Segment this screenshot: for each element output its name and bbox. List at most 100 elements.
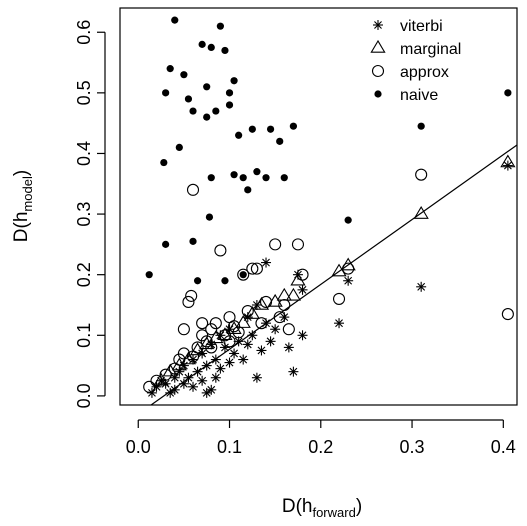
plot-frame xyxy=(119,7,518,406)
naive-point xyxy=(203,113,211,121)
approx-point xyxy=(255,317,268,330)
viterbi-point xyxy=(256,345,267,356)
naive-point xyxy=(145,271,153,279)
x-tick-label: 0.2 xyxy=(308,437,333,457)
viterbi-point xyxy=(192,366,203,377)
y-tick-label: 0.1 xyxy=(74,323,94,348)
marginal-point xyxy=(413,205,429,219)
approx-point xyxy=(159,368,172,381)
legend-label-viterbi: viterbi xyxy=(400,18,443,35)
naive-point xyxy=(244,186,252,194)
naive-point xyxy=(171,16,179,24)
approx-point xyxy=(291,238,305,251)
x-tick-label: 0.4 xyxy=(491,437,516,457)
naive-point xyxy=(212,107,220,115)
naive-point xyxy=(184,95,193,103)
approx-point xyxy=(332,292,346,305)
legend-marker-marginal xyxy=(370,39,386,53)
y-tick-label: 0.5 xyxy=(74,80,94,105)
viterbi-point xyxy=(210,354,221,365)
legend-label-approx: approx xyxy=(400,64,449,81)
naive-point xyxy=(276,137,284,145)
legend: viterbi marginal approx naive xyxy=(370,18,461,104)
approx-point xyxy=(237,268,250,281)
naive-point xyxy=(239,174,247,182)
viterbi-point xyxy=(238,354,249,365)
naive-point xyxy=(262,174,270,182)
x-tick-label: 0.1 xyxy=(217,437,242,457)
approx-point xyxy=(269,238,282,251)
viterbi-point xyxy=(197,375,208,386)
approx-point xyxy=(143,380,156,393)
naive-point xyxy=(344,216,352,224)
viterbi-point xyxy=(183,372,194,383)
legend-label-marginal: marginal xyxy=(400,41,461,58)
naive-point xyxy=(280,174,288,182)
naive-point xyxy=(207,43,215,51)
viterbi-point xyxy=(229,348,240,359)
approx-point xyxy=(186,350,200,363)
naive-point xyxy=(504,89,512,97)
marginal-point xyxy=(290,272,306,286)
approx-point xyxy=(205,323,218,336)
naive-point xyxy=(230,171,238,179)
approx-point xyxy=(250,262,263,275)
naive-point xyxy=(225,89,234,97)
naive-point xyxy=(175,143,183,152)
naive-point xyxy=(216,22,224,30)
x-tick-label: 0.0 xyxy=(126,437,151,457)
legend-label-naive: naive xyxy=(400,87,438,104)
marginal-point xyxy=(285,287,302,301)
approx-point xyxy=(177,347,190,360)
viterbi-point xyxy=(242,339,253,350)
approx-point xyxy=(209,317,222,330)
viterbi-point xyxy=(288,366,299,377)
naive-point xyxy=(235,131,243,139)
naive-point xyxy=(417,122,425,130)
marginal-point xyxy=(153,372,169,386)
naive-point xyxy=(221,46,229,55)
approx-point xyxy=(214,244,227,257)
naive-point xyxy=(193,277,202,285)
naive-point xyxy=(160,158,168,167)
approx-point xyxy=(342,262,355,275)
approx-point xyxy=(185,289,198,302)
marginal-point xyxy=(276,287,292,301)
y-tick-label: 0.2 xyxy=(74,262,94,287)
naive-point xyxy=(239,271,247,279)
x-axis-title: D(hforward) xyxy=(282,496,362,520)
naive-point xyxy=(166,65,174,73)
viterbi-point xyxy=(206,384,217,395)
viterbi-point xyxy=(178,378,189,389)
viterbi-point xyxy=(188,381,199,392)
approx-point xyxy=(177,323,190,336)
approx-point xyxy=(259,295,273,309)
y-tick-label: 0.4 xyxy=(74,141,94,166)
viterbi-point xyxy=(297,284,308,295)
viterbi-point xyxy=(224,357,235,368)
x-axis: 0.0 0.1 0.2 0.3 0.4 xyxy=(126,419,516,457)
naive-point xyxy=(230,77,238,85)
naive-point xyxy=(225,101,234,109)
y-tick-label: 0.6 xyxy=(74,20,94,45)
y-tick-label: 0.3 xyxy=(74,202,94,227)
approx-point xyxy=(415,168,428,181)
naive-point xyxy=(189,107,197,115)
naive-point xyxy=(207,174,215,182)
viterbi-point xyxy=(146,387,157,398)
approx-point xyxy=(282,323,295,336)
approx-point xyxy=(200,335,213,348)
naive-point xyxy=(221,277,229,285)
approx-point xyxy=(232,326,245,339)
approx-point xyxy=(173,353,186,366)
y-axis: 0.0 0.1 0.2 0.3 0.4 0.5 0.6 xyxy=(74,20,106,408)
naive-point xyxy=(162,89,170,97)
approx-point xyxy=(241,305,254,318)
naive-point xyxy=(248,125,256,133)
viterbi-point xyxy=(251,372,262,383)
viterbi-point xyxy=(502,160,513,171)
naive-point xyxy=(266,125,275,133)
legend-marker-approx xyxy=(371,64,385,78)
approx-point xyxy=(501,308,514,321)
